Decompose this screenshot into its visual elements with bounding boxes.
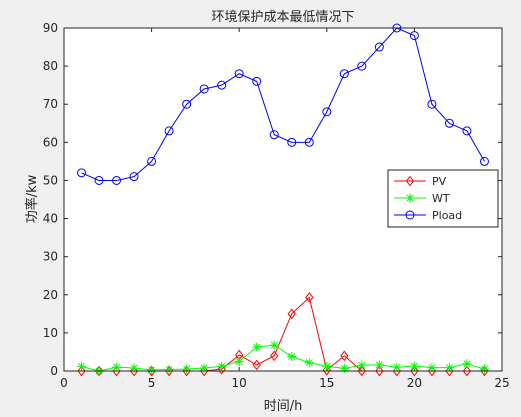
data-point-pload [129,172,139,182]
data-point-wt [322,361,332,371]
x-tick-label: 5 [148,376,156,390]
data-point-wt [374,360,384,370]
y-tick-label: 0 [50,364,58,378]
y-axis-label: 功率/kw [24,174,40,223]
data-point-pv [252,359,261,371]
data-point-pv [340,350,349,362]
data-point-wt [164,364,174,374]
legend: PV WT Pload [387,169,499,228]
data-point-pload [357,61,367,71]
y-tick-label: 10 [43,326,58,340]
plot-frame [63,27,503,372]
data-point-pload [427,99,437,109]
data-point-wt [357,360,367,370]
data-point-wt [392,362,402,372]
y-tick-label: 20 [43,288,58,302]
y-tick-label: 30 [43,250,58,264]
x-tick-label: 0 [60,376,68,390]
data-point-pload [182,99,192,109]
data-point-pv [270,350,279,362]
y-tick-label: 70 [43,97,58,111]
data-point-pload [479,156,489,166]
data-point-wt [462,359,472,369]
data-point-wt [112,362,122,372]
legend-label-pv: PV [432,175,447,188]
data-point-pload [234,69,244,79]
data-point-pload [304,137,314,147]
x-tick-label: 10 [232,376,247,390]
data-point-pv [462,365,472,377]
tick-group: 0 5 10 15 20 25 0 10 20 30 40 50 60 70 80 90 [43,21,510,390]
legend-item-pload: Pload [394,209,462,222]
data-point-wt [252,342,262,352]
x-tick-label: 25 [494,376,509,390]
data-point-wt [427,363,437,373]
x-tick-label: 20 [407,376,422,390]
data-point-pload [462,126,472,136]
data-point-wt [77,361,87,371]
data-point-pload [199,84,209,94]
y-tick-label: 60 [43,135,58,149]
y-tick-label: 40 [43,212,58,226]
data-point-wt [147,365,157,375]
series-group [77,23,489,377]
data-point-pload [322,107,332,117]
data-point-wt [479,364,489,374]
data-point-wt [304,358,314,368]
data-point-pv [77,365,86,377]
data-point-pload [112,175,122,185]
data-point-pload [339,69,349,79]
data-point-wt [269,340,279,350]
data-point-pload [252,76,262,86]
data-point-pload [409,31,419,41]
y-tick-label: 90 [43,21,58,35]
legend-label-wt: WT [432,192,450,205]
data-point-pv [287,308,296,320]
data-point-wt [217,361,227,371]
data-point-pload [287,137,297,147]
data-point-wt [129,363,139,373]
data-point-pload [444,118,454,128]
x-axis-label: 时间/h [264,399,303,414]
data-point-wt [409,361,419,371]
legend-marker-pload [405,210,415,220]
legend-item-pv: PV [394,175,447,188]
data-point-pv [357,365,366,377]
data-point-pv [375,365,384,377]
data-point-wt [199,363,209,373]
y-tick-label: 80 [43,59,58,73]
y-tick-label: 50 [43,173,58,187]
data-point-pload [164,126,174,136]
legend-marker-pv [405,175,415,187]
data-point-wt [287,352,297,362]
data-point-pv [200,365,209,377]
data-point-pv [410,365,419,377]
legend-item-wt: WT [394,192,450,205]
data-point-pv [305,292,314,303]
data-point-pload [269,130,279,140]
data-point-pv [129,365,139,377]
data-point-wt [234,356,244,366]
data-point-pload [374,42,384,52]
data-point-pload [217,80,227,90]
data-point-wt [444,363,454,373]
legend-label-pload: Pload [432,209,462,222]
series-wt [77,340,489,376]
data-point-wt [339,363,349,373]
data-point-wt [182,364,192,374]
data-point-pv [217,363,226,375]
x-tick-label: 15 [319,376,334,390]
chart-title: 环境保护成本最低情况下 [211,10,354,25]
data-point-pload [94,175,104,185]
data-point-pload [77,168,87,178]
legend-marker-wt [405,193,415,203]
data-point-pload [147,156,157,166]
